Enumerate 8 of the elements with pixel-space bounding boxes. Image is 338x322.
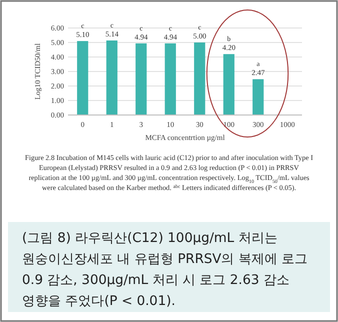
- bar: [164, 43, 176, 115]
- bar: [77, 41, 88, 115]
- bar: [106, 40, 118, 115]
- bar: [252, 79, 264, 115]
- bar: [136, 43, 147, 115]
- bar: [194, 42, 206, 115]
- bar: [223, 54, 234, 115]
- text: (그림 8) 라우릭산(C12) 100µg/mL 처리는 원숭이신장세포 내 유럽형 PRRSV의 복제에 로그 0.9 감소, 300µg/mL 처리 시 로그 2.63 감소 영향을 주었다(P < 0.01).: [22, 231, 308, 309]
